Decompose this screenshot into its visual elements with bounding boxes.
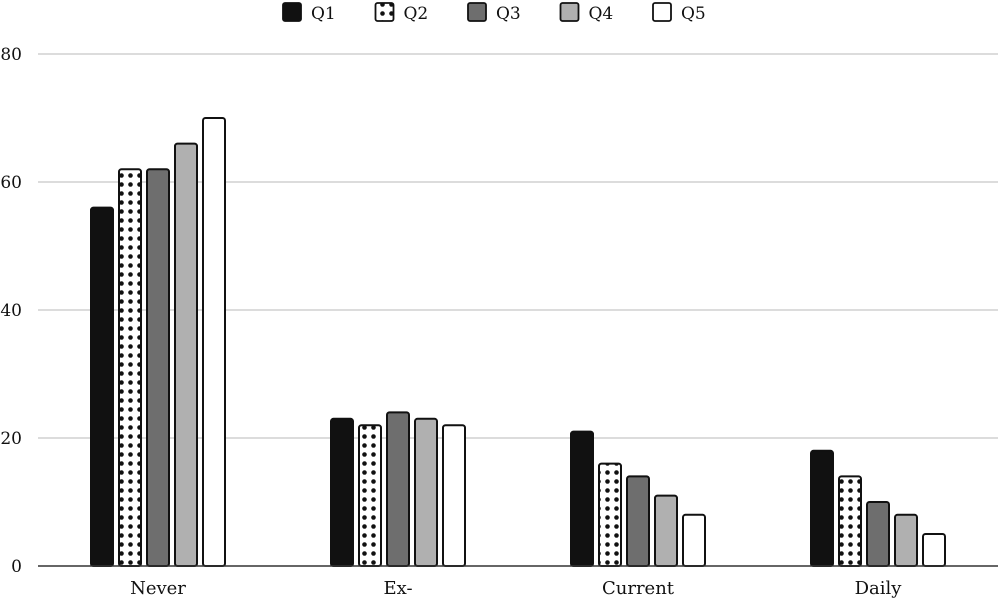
bar-q5-current <box>682 513 706 567</box>
bar-q1-never <box>90 206 114 567</box>
bar-q5-daily <box>922 533 946 567</box>
y-tick-label: 0 <box>11 557 22 577</box>
x-category-label: Ex- <box>383 578 412 599</box>
bars <box>90 117 946 568</box>
bar-q1-current <box>570 430 594 567</box>
bar-q2-daily <box>838 475 862 567</box>
bar-q2-ex <box>358 424 382 568</box>
legend-swatch <box>559 2 580 22</box>
legend: Q1 Q2 Q3 Q4 Q5 <box>282 2 706 24</box>
legend-swatch <box>467 2 487 22</box>
bar-q3-never <box>146 168 170 567</box>
y-tick-label: 60 <box>0 173 22 193</box>
x-category-label: Current <box>602 578 675 599</box>
legend-swatch <box>282 2 302 22</box>
x-axis: Never Ex- Current Daily <box>38 565 998 599</box>
legend-label: Q5 <box>681 4 706 24</box>
legend-label: Q3 <box>496 4 521 24</box>
legend-label: Q4 <box>589 4 614 24</box>
y-tick-label: 80 <box>0 45 22 65</box>
y-tick-label: 40 <box>0 301 22 321</box>
legend-swatch <box>652 2 672 22</box>
bar-q1-ex <box>330 417 354 567</box>
bar-q4-current <box>654 494 678 568</box>
bar-q4-never <box>174 142 198 567</box>
bar-q4-ex <box>414 417 438 567</box>
x-category-label: Never <box>130 578 186 599</box>
bar-q3-daily <box>866 501 890 567</box>
bar-q4-daily <box>894 513 918 567</box>
legend-swatch <box>374 2 395 22</box>
bar-q3-current <box>626 475 650 567</box>
bar-q3-ex <box>386 411 410 567</box>
legend-label: Q1 <box>311 4 336 24</box>
bar-q2-never <box>118 168 142 567</box>
y-axis: 0 20 40 60 80 <box>0 45 22 577</box>
x-category-label: Daily <box>855 578 903 599</box>
bar-q5-ex <box>442 424 466 568</box>
y-tick-label: 20 <box>0 429 22 449</box>
bar-q1-daily <box>810 449 834 567</box>
legend-label: Q2 <box>404 4 429 24</box>
bar-q2-current <box>598 462 622 568</box>
bar-q5-never <box>202 117 226 567</box>
